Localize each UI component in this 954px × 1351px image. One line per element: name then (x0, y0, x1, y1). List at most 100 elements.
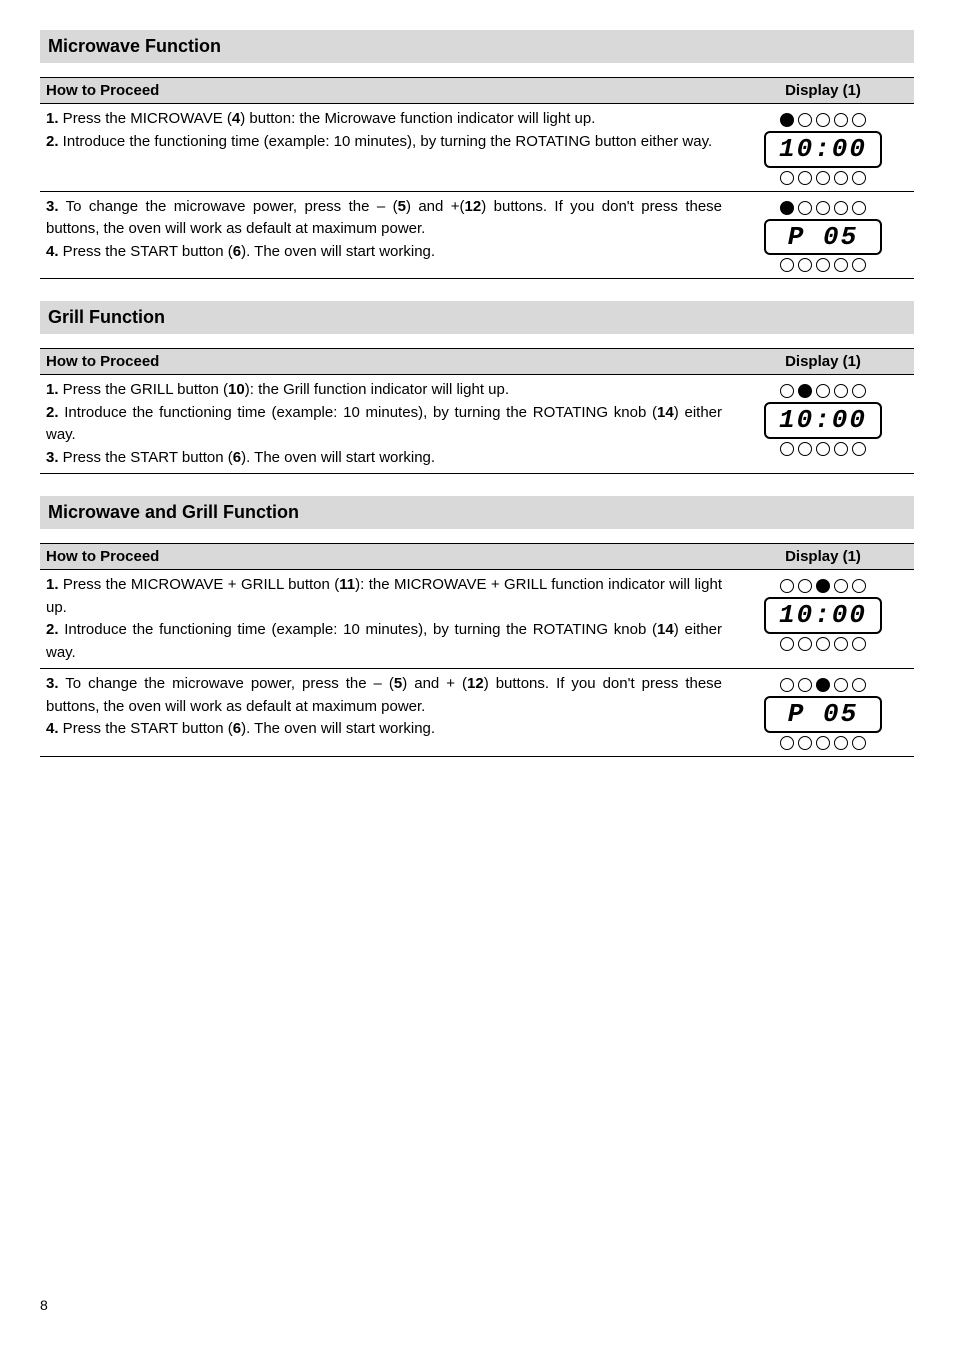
indicator-led (834, 258, 848, 272)
indicator-row (738, 441, 908, 456)
steps-cell: 3. To change the microwave power, press … (40, 192, 732, 279)
indicator-row (738, 170, 908, 185)
indicator-row (738, 383, 908, 398)
steps-cell: 1. Press the GRILL button (10): the Gril… (40, 375, 732, 474)
indicator-led (852, 442, 866, 456)
indicator-led (816, 384, 830, 398)
indicator-led (798, 579, 812, 593)
indicator-row (738, 735, 908, 750)
indicator-led (780, 201, 794, 215)
col-header-display: Display (1) (732, 544, 914, 570)
indicator-led (798, 258, 812, 272)
indicator-led (780, 579, 794, 593)
indicator-led (834, 579, 848, 593)
display-panel: 10:00 (738, 574, 908, 651)
indicator-led (834, 113, 848, 127)
indicator-led (834, 678, 848, 692)
indicator-led (852, 258, 866, 272)
indicator-led (780, 442, 794, 456)
display-panel: 10:00 (738, 379, 908, 456)
section-header: Grill Function (40, 301, 914, 334)
step-text: 3. Press the START button (6). The oven … (46, 447, 722, 470)
indicator-led (798, 678, 812, 692)
indicator-row (738, 200, 908, 215)
indicator-led (816, 579, 830, 593)
indicator-led (852, 579, 866, 593)
display-screen: 10:00 (764, 131, 882, 168)
indicator-row (738, 578, 908, 593)
display-panel: 10:00 (738, 108, 908, 185)
step-text: 1. Press the GRILL button (10): the Gril… (46, 379, 722, 402)
indicator-led (852, 384, 866, 398)
display-cell: 10:00 (732, 104, 914, 192)
col-header-display: Display (1) (732, 349, 914, 375)
indicator-led (816, 442, 830, 456)
procedure-table: How to ProceedDisplay (1) 1. Press the MI… (40, 77, 914, 279)
indicator-led (816, 201, 830, 215)
display-cell: P 05 (732, 669, 914, 756)
indicator-led (816, 258, 830, 272)
indicator-led (780, 678, 794, 692)
indicator-row (738, 636, 908, 651)
step-text: 2. Introduce the functioning time (examp… (46, 619, 722, 664)
display-screen: 10:00 (764, 597, 882, 634)
indicator-led (816, 113, 830, 127)
indicator-led (780, 736, 794, 750)
display-cell: 10:00 (732, 570, 914, 669)
indicator-led (798, 201, 812, 215)
indicator-led (852, 678, 866, 692)
col-header-proceed: How to Proceed (40, 349, 732, 375)
procedure-table: How to ProceedDisplay (1) 1. Press the GR… (40, 348, 914, 474)
indicator-led (834, 171, 848, 185)
indicator-row (738, 677, 908, 692)
steps-cell: 3. To change the microwave power, press … (40, 669, 732, 756)
section-header: Microwave Function (40, 30, 914, 63)
steps-cell: 1. Press the MICROWAVE + GRILL button (1… (40, 570, 732, 669)
procedure-table: How to ProceedDisplay (1) 1. Press the MI… (40, 543, 914, 757)
indicator-led (852, 171, 866, 185)
step-text: 1. Press the MICROWAVE (4) button: the M… (46, 108, 722, 131)
indicator-led (834, 201, 848, 215)
indicator-led (798, 442, 812, 456)
indicator-led (798, 736, 812, 750)
step-text: 4. Press the START button (6). The oven … (46, 241, 722, 264)
display-cell: P 05 (732, 192, 914, 279)
indicator-led (798, 384, 812, 398)
indicator-led (816, 171, 830, 185)
indicator-led (780, 171, 794, 185)
indicator-led (852, 736, 866, 750)
col-header-proceed: How to Proceed (40, 78, 732, 104)
indicator-led (852, 113, 866, 127)
section-header: Microwave and Grill Function (40, 496, 914, 529)
step-text: 2. Introduce the functioning time (examp… (46, 131, 722, 154)
indicator-led (816, 637, 830, 651)
indicator-led (816, 736, 830, 750)
indicator-led (780, 637, 794, 651)
display-cell: 10:00 (732, 375, 914, 474)
indicator-led (780, 384, 794, 398)
indicator-led (798, 171, 812, 185)
indicator-led (780, 258, 794, 272)
indicator-led (852, 201, 866, 215)
step-text: 1. Press the MICROWAVE + GRILL button (1… (46, 574, 722, 619)
col-header-display: Display (1) (732, 78, 914, 104)
indicator-led (798, 113, 812, 127)
indicator-row (738, 257, 908, 272)
display-panel: P 05 (738, 196, 908, 273)
indicator-led (816, 678, 830, 692)
step-text: 3. To change the microwave power, press … (46, 196, 722, 241)
indicator-led (834, 442, 848, 456)
indicator-led (834, 736, 848, 750)
col-header-proceed: How to Proceed (40, 544, 732, 570)
indicator-led (798, 637, 812, 651)
display-screen: P 05 (764, 696, 882, 733)
steps-cell: 1. Press the MICROWAVE (4) button: the M… (40, 104, 732, 192)
indicator-row (738, 112, 908, 127)
indicator-led (780, 113, 794, 127)
display-screen: P 05 (764, 219, 882, 256)
indicator-led (852, 637, 866, 651)
display-screen: 10:00 (764, 402, 882, 439)
step-text: 3. To change the microwave power, press … (46, 673, 722, 718)
indicator-led (834, 384, 848, 398)
indicator-led (834, 637, 848, 651)
